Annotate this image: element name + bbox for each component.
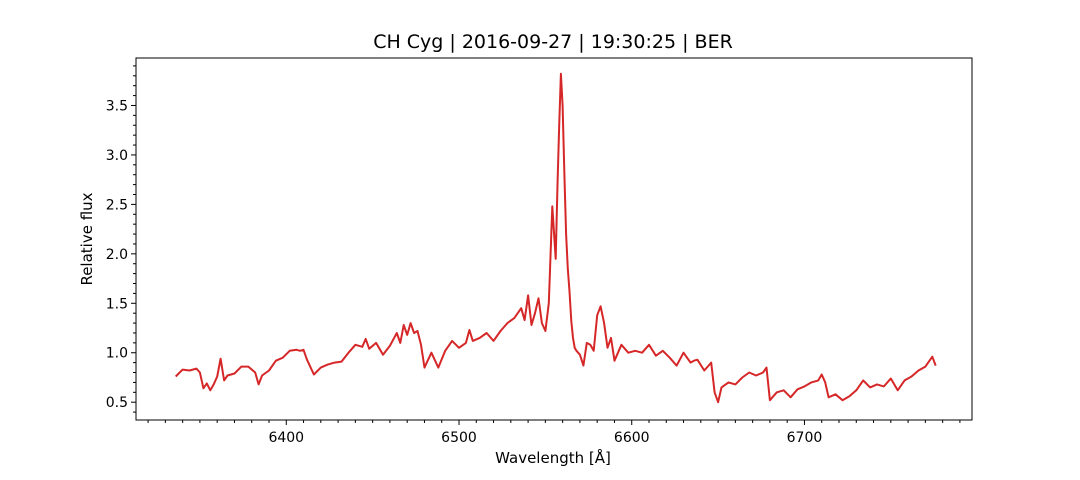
- spectrum-series-line: [174, 72, 937, 404]
- axis-ticks: [131, 65, 961, 425]
- chart-title: CH Cyg | 2016-09-27 | 19:30:25 | BER: [373, 31, 733, 53]
- y-tick-label: 2.0: [106, 247, 128, 263]
- axis-tick-labels: 6400 6500 6600 6700 0.5 1.0 1.5 2.0 2.5 3.0 3.5: [106, 98, 823, 446]
- y-tick-label: 0.5: [106, 395, 128, 411]
- x-tick-label: 6500: [441, 430, 477, 446]
- y-tick-label: 3.0: [106, 148, 128, 164]
- x-axis-label: Wavelength [Å]: [495, 448, 611, 467]
- y-tick-label: 1.5: [106, 296, 128, 312]
- x-tick-label: 6600: [614, 430, 650, 446]
- x-tick-label: 6700: [787, 430, 823, 446]
- y-tick-label: 3.5: [106, 98, 128, 114]
- y-axis-label: Relative flux: [78, 192, 96, 285]
- plot-frame: [135, 57, 973, 421]
- y-tick-label: 1.0: [106, 346, 128, 362]
- y-tick-label: 2.5: [106, 197, 128, 213]
- x-tick-label: 6400: [268, 430, 304, 446]
